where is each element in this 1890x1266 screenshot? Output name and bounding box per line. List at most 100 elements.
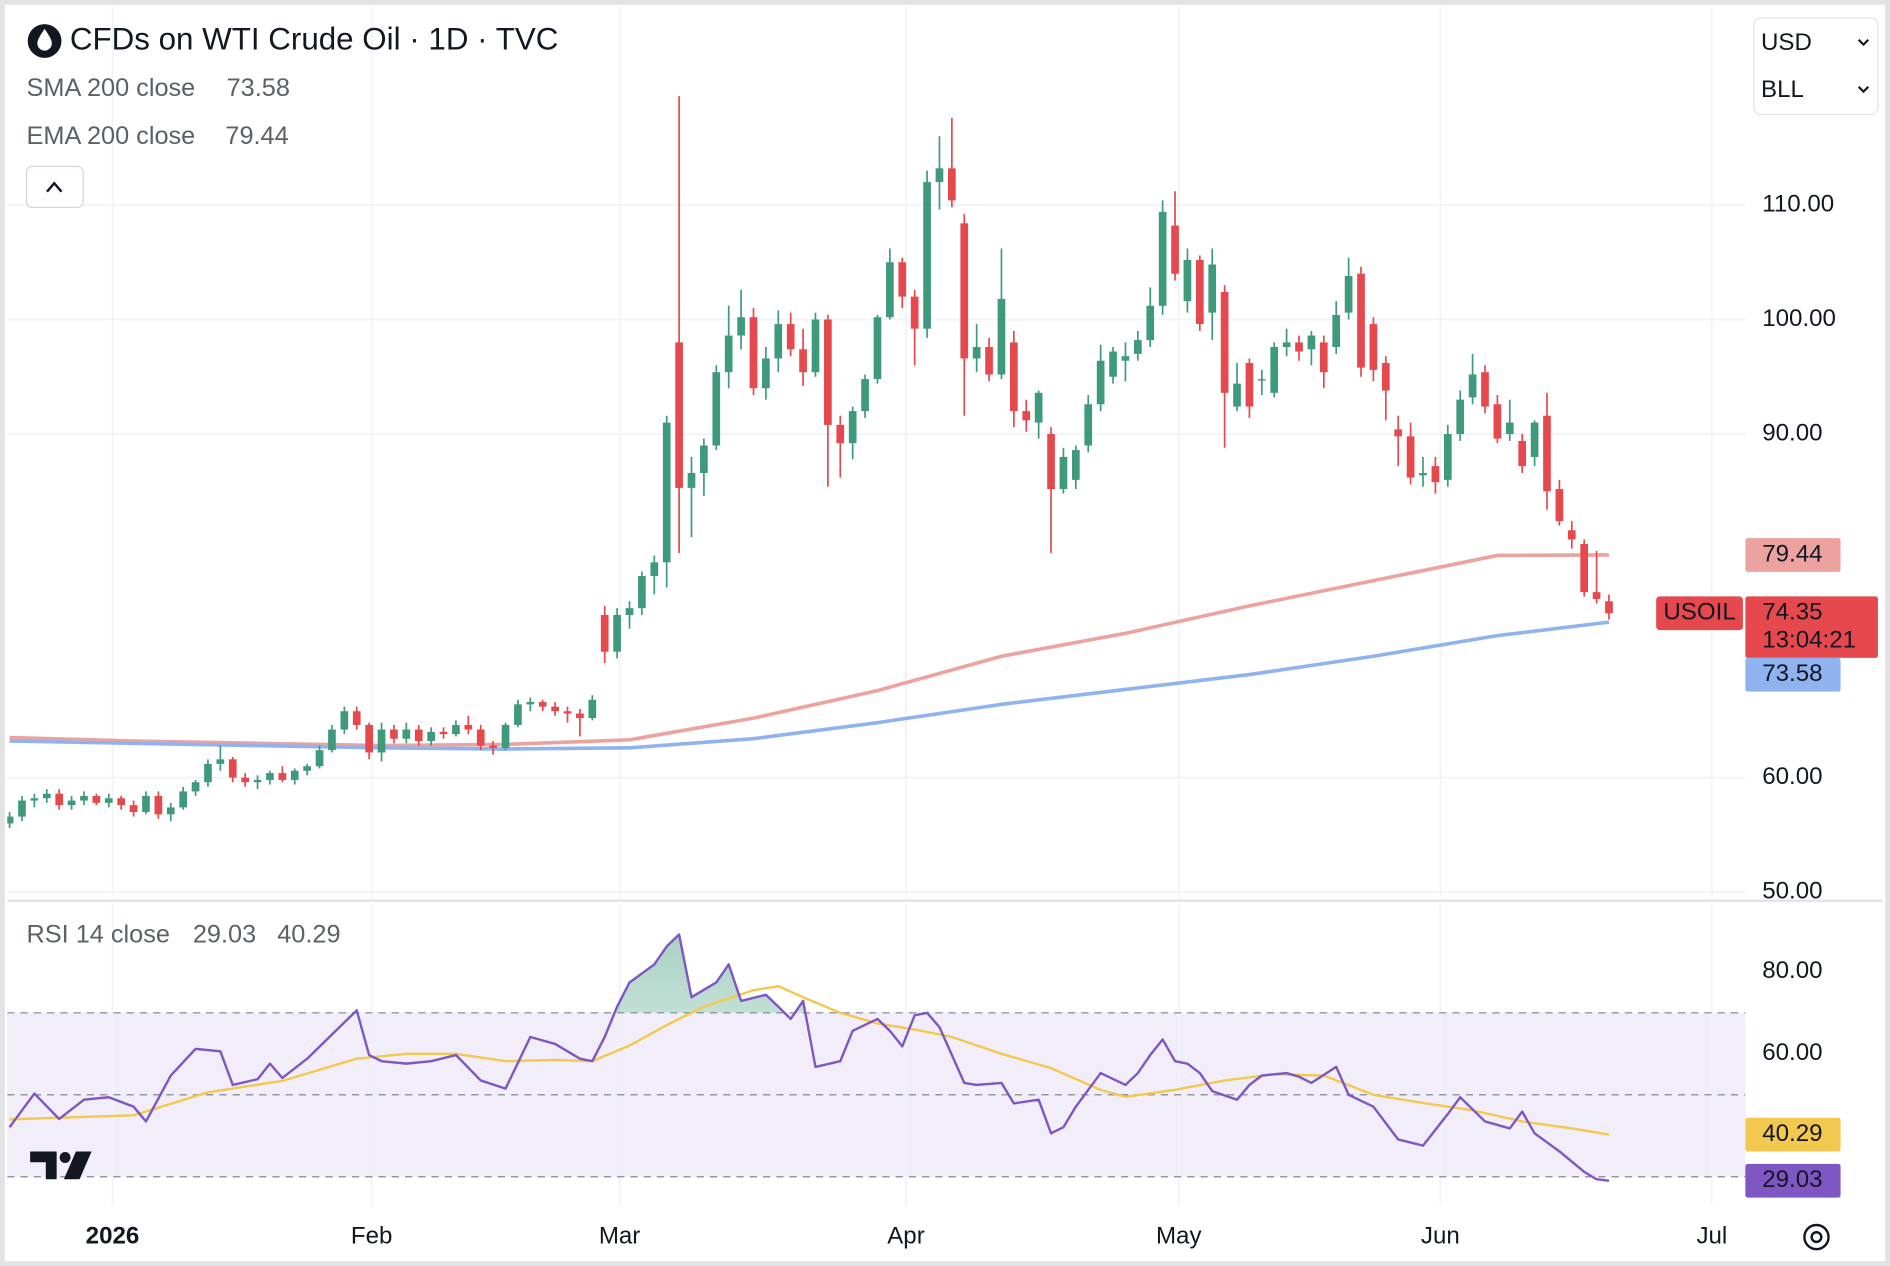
candle-body: [1295, 342, 1303, 352]
candle-body: [712, 372, 721, 446]
legend-value: 79.44: [225, 122, 288, 150]
symbol-icon-drop: [37, 28, 52, 51]
candle-body: [613, 615, 621, 652]
candle-body: [1419, 472, 1427, 476]
candle-body: [390, 729, 398, 739]
rsi-tag: [1745, 1163, 1841, 1198]
series-line: [9, 984, 1610, 1136]
candle-body: [1072, 450, 1080, 480]
x-tick-label: May: [1156, 1222, 1202, 1249]
candle-body: [7, 816, 14, 824]
candle-body: [1332, 314, 1341, 347]
candle-body: [439, 731, 448, 735]
candle-body: [1394, 429, 1403, 437]
candle-body: [1282, 342, 1291, 347]
candle-body: [1530, 422, 1539, 457]
x-tick-label: Jul: [1696, 1222, 1727, 1249]
unit-selector-label[interactable]: BLL: [1761, 76, 1804, 103]
candle-body: [30, 798, 39, 801]
candle-body: [1121, 356, 1130, 361]
gear-outer: [1803, 1223, 1830, 1251]
y-tick-label: 50.00: [1762, 878, 1822, 905]
candle-body: [1307, 335, 1316, 350]
candle-body: [1171, 225, 1179, 274]
candle-body: [1208, 264, 1217, 313]
candle-body: [687, 472, 696, 488]
collapse-button[interactable]: [25, 165, 84, 208]
candle-body: [563, 711, 572, 714]
candle-body: [960, 223, 969, 359]
chart-title: CFDs on WTI Crude Oil · 1D · TVC: [70, 21, 558, 56]
candle-body: [340, 711, 349, 730]
candle-body: [1443, 434, 1452, 480]
candle-body: [352, 711, 361, 725]
price-pane: [7, 6, 1746, 899]
rsi-ma-legend-value: 40.29: [277, 920, 340, 948]
candle-body: [228, 759, 237, 778]
candle-body: [1580, 544, 1589, 593]
rsi-tag-label: 29.03: [1762, 1166, 1822, 1193]
candle-body: [600, 615, 609, 652]
candle-body: [55, 793, 64, 806]
candle-body: [1183, 259, 1192, 302]
series-line: [9, 620, 1610, 751]
candle-body: [179, 791, 188, 808]
series-line: [8, 933, 1610, 1182]
candle-body: [526, 702, 535, 705]
candle-body: [1233, 383, 1241, 407]
sma-price-tag: [1745, 657, 1841, 692]
y-tick-label: 100.00: [1762, 305, 1836, 332]
candle-body: [898, 262, 907, 297]
rsi-ma-tag: [1745, 1117, 1841, 1152]
candle-body: [1344, 275, 1353, 313]
rsi-legend-value: 29.03: [193, 920, 256, 948]
candle-body: [204, 763, 212, 783]
candle-body: [489, 745, 497, 748]
candle-body: [1505, 422, 1514, 435]
candle-body: [724, 335, 733, 373]
candle-body: [1567, 530, 1576, 540]
rsi-pane: [7, 904, 1746, 1206]
candle-body: [142, 795, 150, 813]
candle-body: [675, 342, 683, 488]
candle-body: [1146, 305, 1155, 341]
candle-body: [811, 319, 820, 373]
candle-body: [278, 773, 287, 780]
logo-part: [63, 1151, 92, 1180]
legend-label: SMA 200 close: [27, 74, 196, 102]
candle-body: [1158, 211, 1167, 306]
logo-part: [59, 1152, 71, 1163]
candle-body: [1059, 456, 1068, 490]
candle-body: [315, 750, 324, 767]
candle-body: [1431, 466, 1440, 483]
candle-body: [241, 777, 250, 783]
candle-body: [129, 805, 138, 813]
candle-body: [166, 807, 175, 815]
candle-body: [997, 298, 1006, 375]
candle-body: [836, 424, 845, 444]
symbol-tag: [1656, 596, 1743, 631]
candle-body: [1133, 340, 1142, 354]
candle-body: [1010, 342, 1018, 412]
candle-body: [972, 346, 981, 359]
candle-body: [1022, 411, 1031, 421]
candle-body: [737, 317, 745, 336]
candle-body: [328, 729, 336, 751]
y-tick-label: 60.00: [1762, 763, 1822, 790]
candle-body: [476, 729, 485, 746]
x-tick-label: Mar: [599, 1222, 641, 1249]
collapse-icon: [46, 181, 63, 193]
candle-body: [1220, 292, 1229, 393]
sma-price-label: 73.58: [1762, 660, 1822, 687]
candle-body: [104, 798, 113, 803]
settings-button[interactable]: [1803, 1223, 1830, 1251]
candle-body: [92, 795, 101, 803]
candle-body: [1543, 415, 1551, 492]
currency-selector[interactable]: USD: [1761, 29, 1812, 56]
candle-body: [1369, 324, 1378, 370]
candle-body: [824, 319, 832, 425]
candle-body: [1195, 259, 1204, 325]
